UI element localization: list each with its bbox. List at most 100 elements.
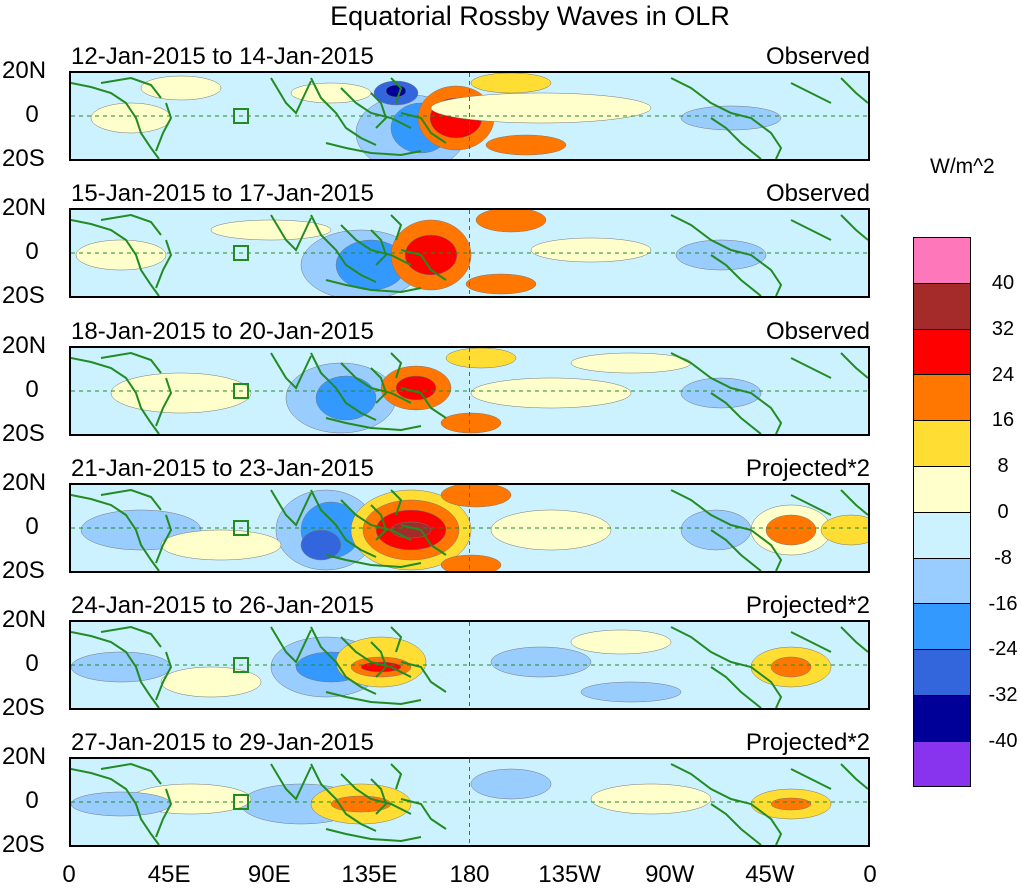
anomaly-contour [140, 75, 222, 101]
longitude-label: 90W [645, 861, 695, 888]
coastline [710, 392, 762, 434]
anomaly-contour [210, 219, 332, 241]
anomaly-contour [765, 514, 817, 546]
coastline [370, 92, 388, 129]
latitude-label: 20N [2, 57, 47, 84]
coastline [310, 77, 377, 146]
anomaly-contour [490, 646, 592, 678]
latitude-label: 20S [2, 694, 45, 721]
colorbar-swatch [913, 603, 971, 650]
units-label: W/m^2 [930, 155, 995, 178]
coastline [390, 626, 403, 653]
olr-field [71, 73, 868, 159]
coastline [100, 488, 162, 511]
colorbar-swatch [913, 420, 971, 466]
anomaly-contour [395, 375, 437, 401]
coastline [670, 214, 783, 296]
olr-field [71, 622, 868, 708]
coastline [71, 357, 160, 434]
anomaly-contour [680, 509, 752, 551]
coastline [670, 763, 783, 845]
coastline [370, 641, 388, 678]
latitude-label: 20N [2, 606, 47, 633]
colorbar-tick-label: 16 [991, 409, 1015, 432]
coastline [790, 494, 832, 516]
colorbar-swatch [913, 465, 971, 512]
coastline [390, 763, 403, 790]
longitude-label: 90E [247, 861, 291, 888]
anomaly-contour [440, 485, 512, 508]
coastline [370, 504, 388, 541]
colorbar-tick-label: -16 [988, 592, 1018, 615]
map-panel [69, 620, 870, 710]
anomaly-contour [110, 372, 252, 414]
coastline [710, 117, 762, 159]
coastline [670, 352, 783, 434]
latitude-label: 20N [2, 332, 47, 359]
colorbar-tick-label: -40 [988, 730, 1018, 752]
coastline [390, 352, 403, 379]
panel-date-range: 18-Jan-2015 to 20-Jan-2015 [71, 318, 374, 345]
anomaly-contour [570, 352, 692, 374]
coastline [310, 489, 377, 558]
coastline [390, 214, 403, 241]
colorbar-swatch [913, 740, 971, 787]
anomaly-contour [71, 791, 172, 817]
coastline [340, 224, 412, 266]
anomaly-contour [770, 797, 812, 811]
colorbar-tick-label: 32 [991, 317, 1015, 340]
colorbar-tick-label: 24 [991, 363, 1015, 386]
latitude-label: 0 [25, 513, 39, 540]
coastline [325, 554, 422, 569]
anomaly-contour [440, 554, 502, 571]
coastline [310, 763, 377, 832]
coastline [840, 77, 868, 104]
anomaly-contour [470, 377, 632, 409]
coastline [155, 514, 173, 564]
anomaly-contour [590, 783, 712, 815]
latitude-label: 20S [2, 831, 45, 858]
coastline [155, 788, 173, 838]
coastline [340, 773, 412, 815]
panel-kind: Projected*2 [745, 455, 870, 482]
coastline [840, 763, 868, 790]
colorbar-swatch [913, 328, 971, 375]
coastline [370, 778, 388, 815]
coastline [155, 651, 173, 701]
coastline [670, 626, 783, 708]
colorbar-tick-label: -32 [988, 684, 1018, 707]
anomaly-contour [580, 681, 682, 703]
anomaly-contour [680, 105, 782, 131]
coastline [100, 213, 162, 236]
coastline [310, 352, 377, 421]
coastline [840, 214, 868, 241]
longitude-label: 180 [449, 861, 490, 888]
colorbar-swatch [913, 374, 971, 421]
anomaly-contour [530, 237, 652, 263]
colorbar-swatch [913, 649, 971, 695]
colorbar-tick-label: -24 [988, 638, 1018, 661]
panel-date-range: 27-Jan-2015 to 29-Jan-2015 [71, 729, 374, 756]
colorbar-tick-label: 0 [997, 501, 1009, 523]
coastline [370, 229, 388, 266]
map-panel [69, 208, 870, 298]
longitude-label: 0 [863, 861, 877, 888]
latitude-label: 20N [2, 743, 47, 770]
coastline [790, 82, 832, 104]
latitude-label: 0 [25, 238, 39, 265]
coastline [270, 352, 312, 390]
coastline [390, 77, 403, 104]
anomaly-contour [315, 375, 377, 421]
latitude-label: 0 [25, 101, 39, 128]
panel-date-range: 12-Jan-2015 to 14-Jan-2015 [71, 43, 374, 70]
longitude-label: 135W [538, 861, 601, 888]
colorbar-tick-label: 40 [991, 272, 1015, 294]
panel-kind: Observed [765, 318, 870, 345]
coastline [155, 239, 173, 289]
colorbar-tick-label: 8 [997, 455, 1009, 478]
panel-date-range: 24-Jan-2015 to 26-Jan-2015 [71, 592, 374, 619]
coastline [340, 636, 412, 678]
coastline [270, 626, 312, 664]
coastline [370, 367, 388, 404]
anomaly-contour [445, 348, 517, 369]
